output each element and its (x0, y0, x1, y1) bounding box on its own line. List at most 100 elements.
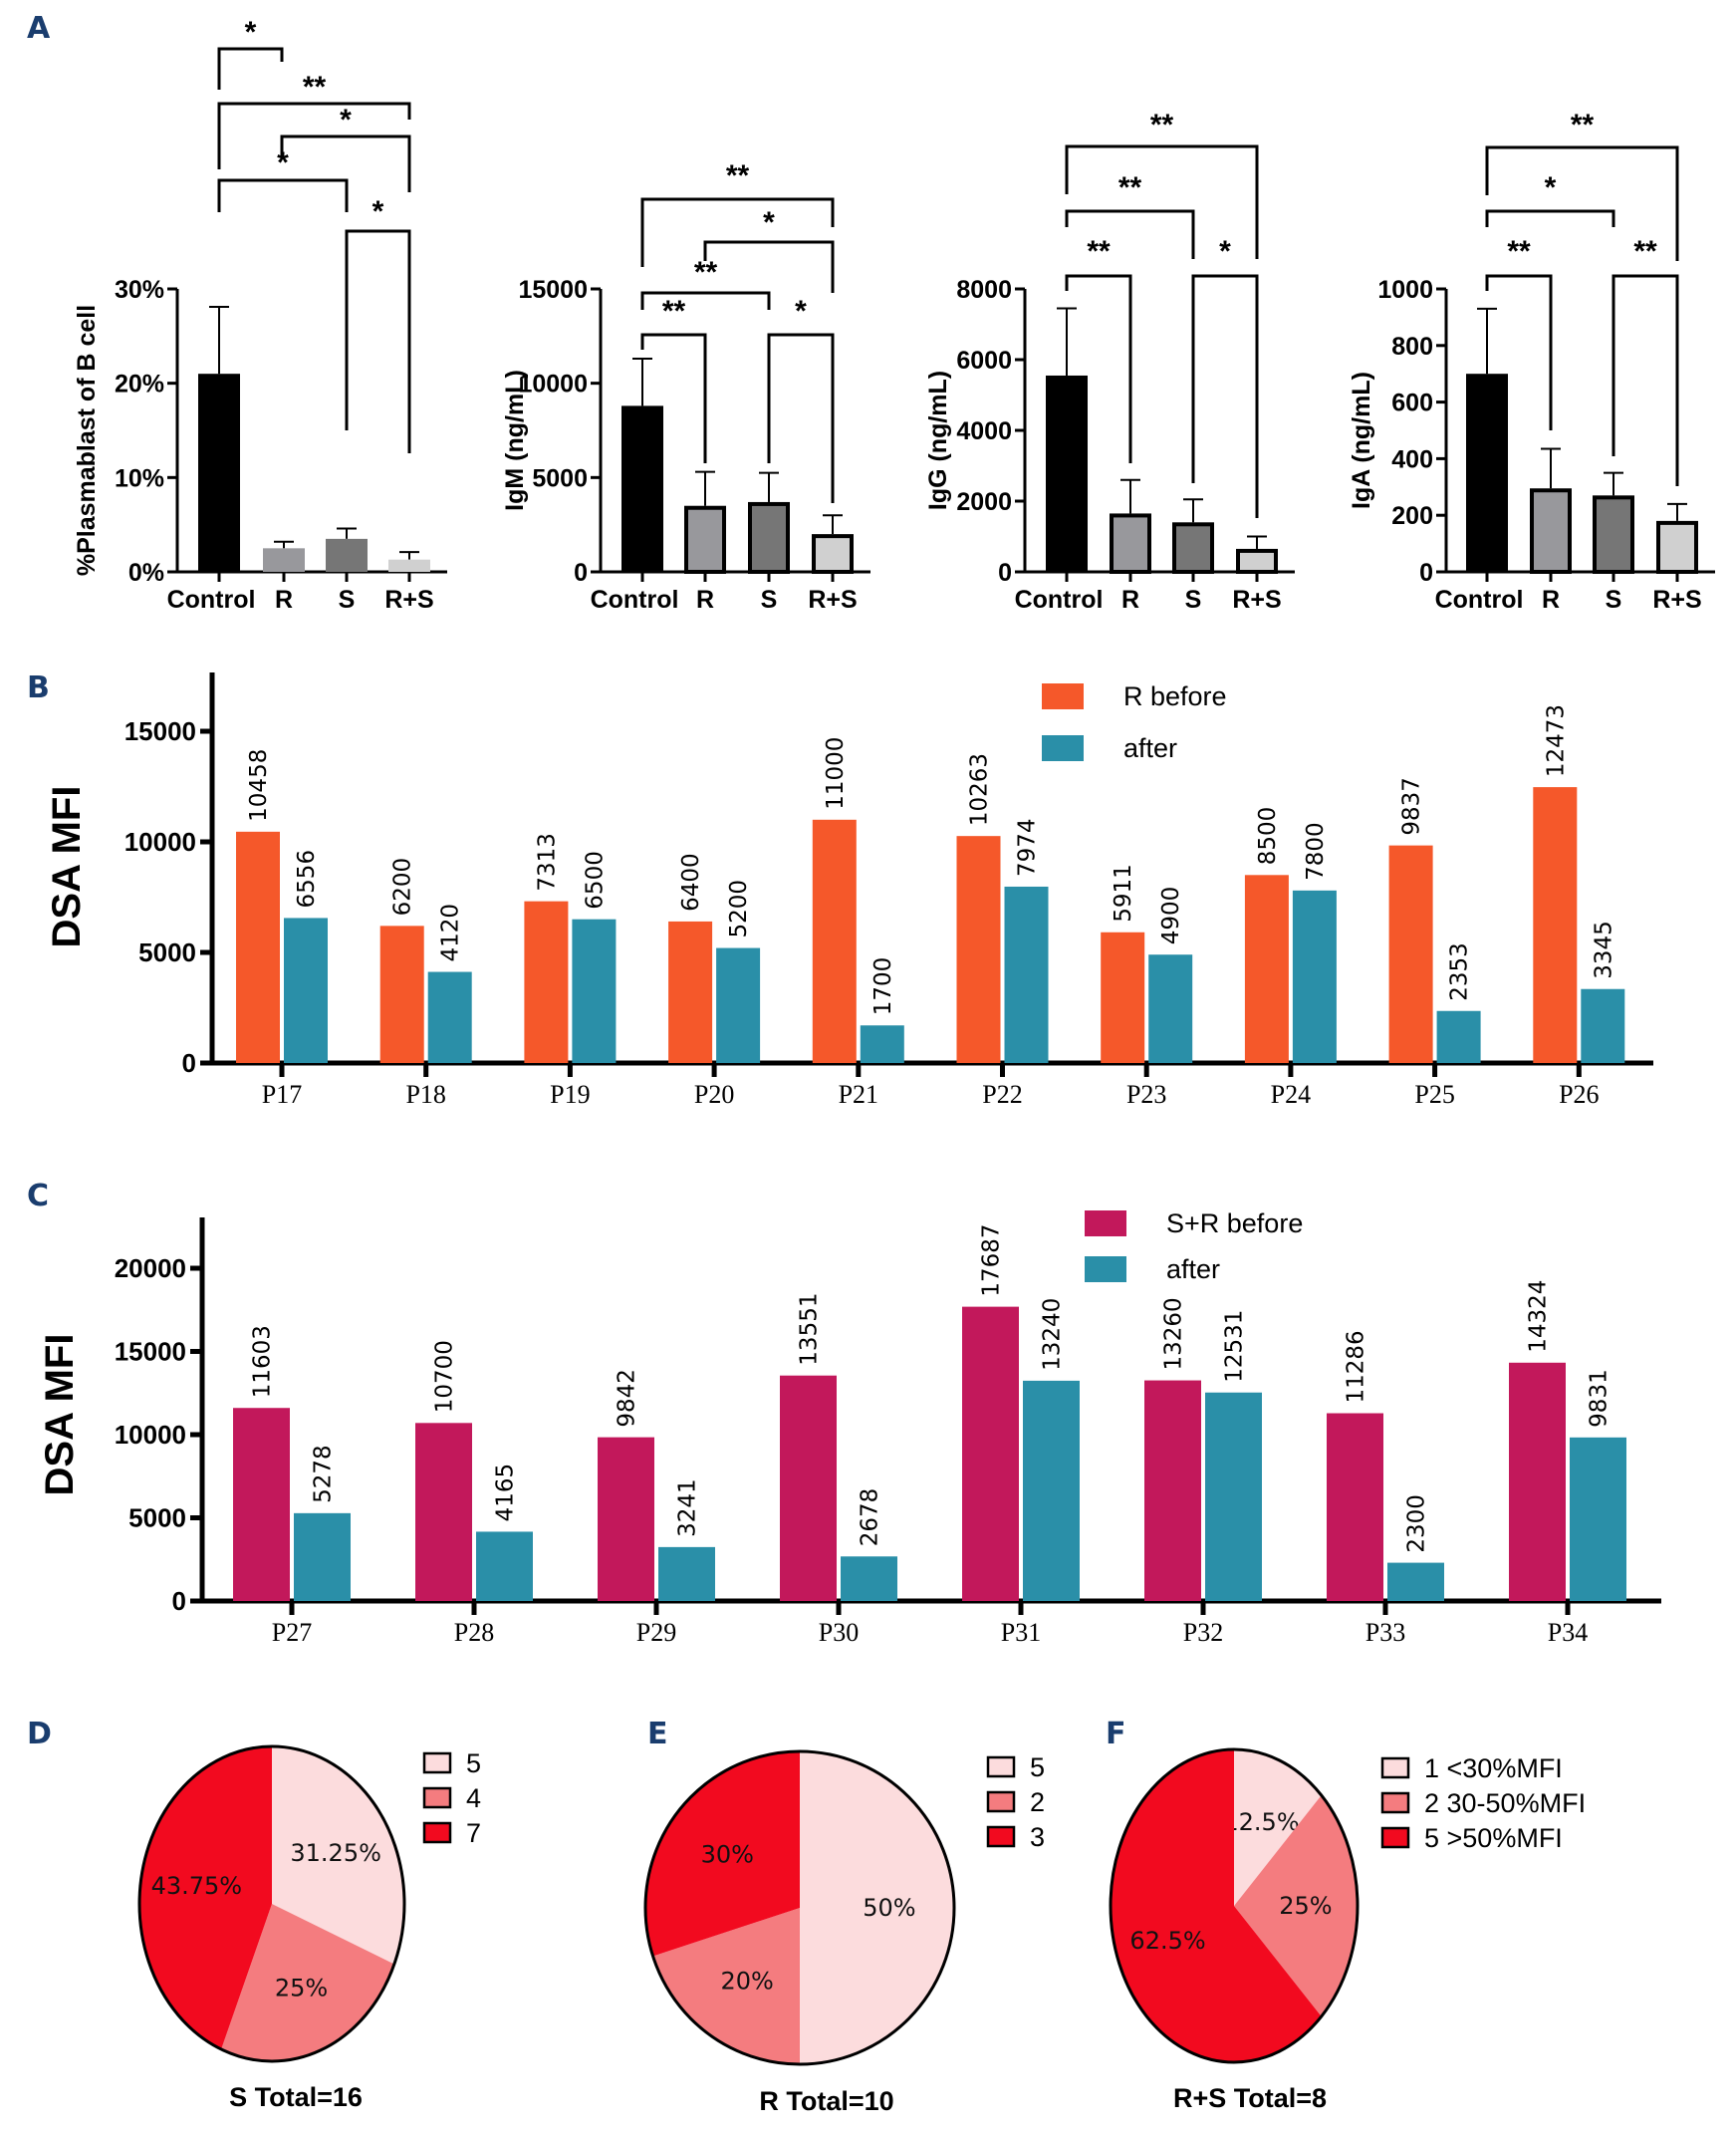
pie-slice (1111, 1749, 1322, 2062)
y-tick-label: 2000 (956, 488, 1012, 516)
pie-title: R+S Total=8 (1173, 2083, 1327, 2113)
bar-r-s (1656, 520, 1698, 575)
data-label: 4900 (1158, 887, 1184, 945)
panel-letter-f: F (1106, 1717, 1126, 1751)
bar-r-s (1236, 548, 1278, 574)
data-label: 9837 (1399, 777, 1425, 836)
significance-label: * (1219, 235, 1231, 268)
panel-c-dsa-sr-chart: 0 5000 10000 15000 20000 DSA MFI P27 11603 5278 P… (38, 1208, 1661, 1647)
legend-swatch (1380, 1756, 1410, 1779)
bar-before (236, 831, 280, 1063)
data-label: 3241 (675, 1478, 701, 1537)
bar-after (476, 1531, 533, 1601)
y-tick-label: 600 (1391, 390, 1433, 417)
data-label: 3345 (1591, 921, 1616, 979)
data-label: 17687 (979, 1223, 1005, 1296)
bar-before (1509, 1362, 1566, 1601)
panel-letter-e: E (647, 1717, 668, 1751)
bar-control (1046, 375, 1088, 572)
significance-bracket (345, 229, 411, 453)
bar-before (415, 1423, 472, 1601)
legend-swatch (1085, 1256, 1126, 1282)
data-label: 5278 (311, 1445, 337, 1503)
panel-letter-d: D (27, 1717, 52, 1751)
data-label: 10458 (246, 749, 272, 822)
legend-label: 5 (1030, 1752, 1045, 1782)
significance-label: * (795, 295, 807, 328)
bar-before (1101, 932, 1145, 1063)
bar-after (1205, 1392, 1262, 1601)
legend-label: after (1166, 1254, 1220, 1284)
significance-bracket (217, 102, 411, 169)
bar-r-s (388, 559, 430, 572)
y-tick-label: 10000 (115, 1420, 186, 1450)
bar-r-s (812, 534, 854, 575)
data-label: 9831 (1587, 1369, 1612, 1428)
significance-bracket (1065, 274, 1132, 463)
pie-slice (645, 1751, 800, 1957)
data-label: 7974 (1015, 818, 1041, 877)
x-tick-label: P20 (694, 1080, 734, 1109)
y-tick-label: 20% (115, 371, 164, 399)
bar-before (598, 1437, 654, 1601)
data-label: 8500 (1255, 807, 1281, 866)
pie-slice (1234, 1749, 1322, 1906)
bar-after (841, 1556, 897, 1601)
significance-bracket (703, 240, 835, 293)
significance-label: ** (662, 295, 686, 328)
x-tick-label: P17 (262, 1080, 302, 1109)
y-axis-label: IgG (ng/mL) (924, 371, 952, 510)
bar-control (198, 374, 240, 572)
bar-before (780, 1375, 837, 1601)
significance-label: ** (1087, 235, 1111, 268)
legend-swatch (986, 1825, 1016, 1848)
bar-after (1148, 954, 1193, 1063)
data-label: 6400 (678, 853, 704, 912)
bar-before (379, 926, 424, 1063)
x-tick-label: P28 (454, 1618, 494, 1647)
data-label: 7313 (534, 833, 560, 892)
significance-bracket (1065, 144, 1259, 259)
significance-label: * (763, 206, 775, 239)
bar-before (962, 1306, 1019, 1601)
legend-swatch (1380, 1826, 1410, 1849)
bar-after (658, 1546, 715, 1601)
legend-label: 7 (466, 1818, 481, 1848)
pie-slice (652, 1908, 800, 2064)
bar-after (1570, 1437, 1626, 1601)
bar-after (1581, 988, 1625, 1063)
data-label: 13260 (1161, 1297, 1187, 1370)
y-axis-label: DSA MFI (45, 786, 89, 948)
pie-percent-label: 31.25% (290, 1839, 381, 1867)
y-tick-label: 8000 (956, 276, 1012, 304)
x-tick-label: Control (167, 586, 256, 614)
y-tick-label: 0 (172, 1586, 186, 1616)
panel-letter-b: B (27, 670, 50, 705)
panel-e-pie-chart: 50% 20% 30% R Total=10 5 2 3 (643, 1749, 1045, 2116)
data-label: 2353 (1447, 942, 1473, 1001)
data-label: 2678 (858, 1488, 883, 1547)
legend-swatch (1042, 683, 1084, 709)
legend-swatch (1380, 1791, 1410, 1814)
x-tick-label: P31 (1001, 1618, 1041, 1647)
panel-b-dsa-r-chart: 0 5000 10000 15000 DSA MFI P17 10458 6556 P18 620… (45, 672, 1653, 1109)
significance-label: ** (1507, 235, 1531, 268)
y-tick-label: 0 (998, 559, 1012, 587)
significance-bracket (217, 47, 284, 90)
bar-before (1533, 787, 1578, 1063)
bar-after (716, 947, 761, 1063)
y-tick-label: 10000 (124, 827, 196, 857)
significance-bracket (1191, 274, 1259, 518)
legend-label: 3 (1030, 1822, 1045, 1852)
data-label: 13240 (1040, 1298, 1066, 1371)
y-tick-label: 5000 (128, 1503, 186, 1533)
pie-title: R Total=10 (759, 2086, 893, 2116)
bar-s (326, 538, 368, 572)
significance-label: ** (1571, 109, 1595, 141)
x-tick-label: R+S (808, 586, 857, 614)
data-label: 11603 (250, 1325, 276, 1398)
pie-slice (221, 1904, 394, 2061)
y-tick-label: 30% (115, 276, 164, 304)
